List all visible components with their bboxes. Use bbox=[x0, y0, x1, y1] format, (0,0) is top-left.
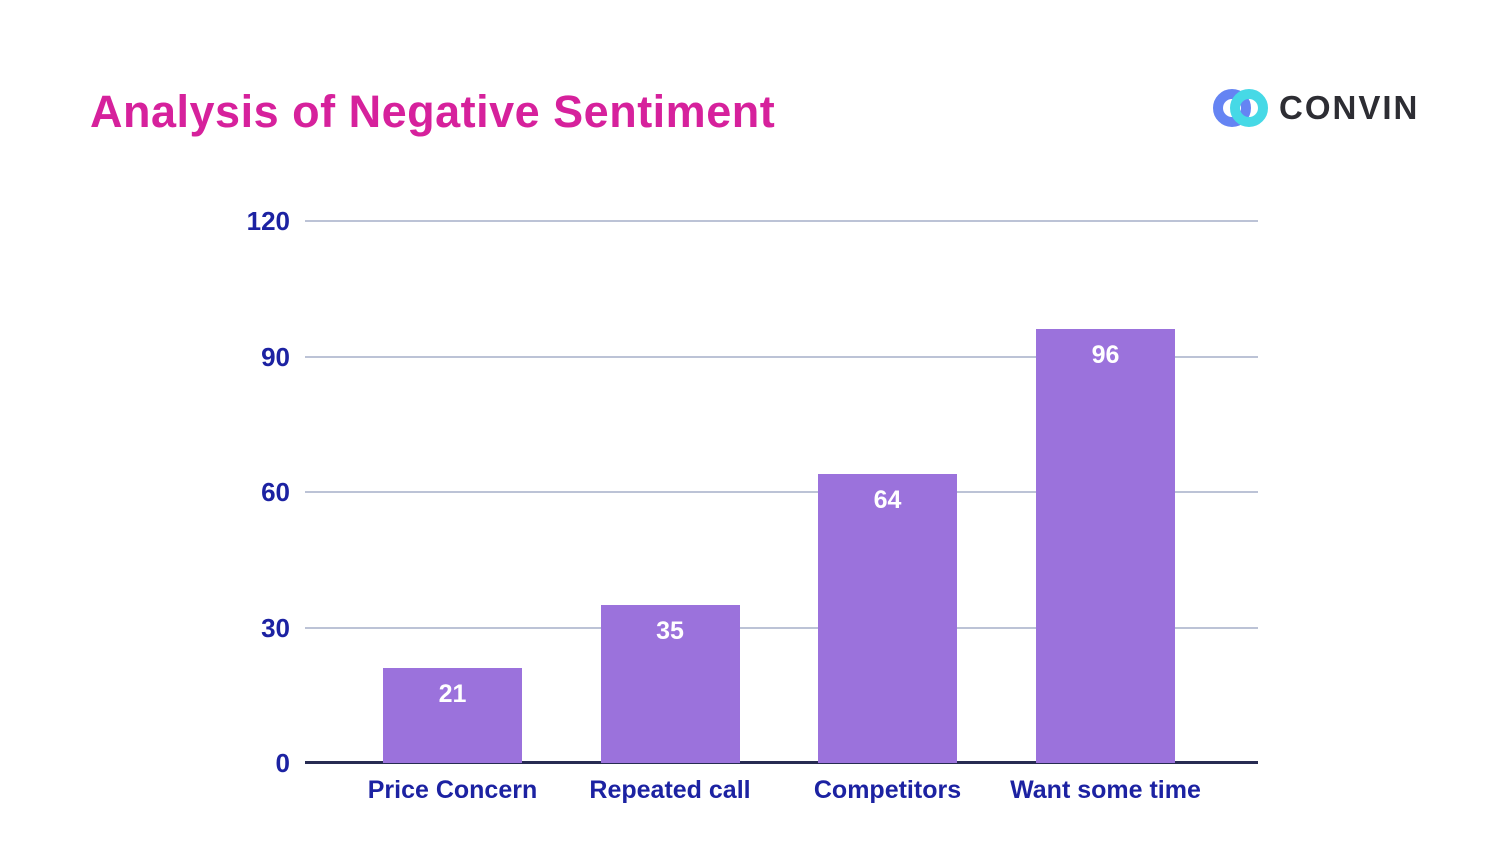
bar-value-label: 21 bbox=[438, 680, 467, 709]
bar-value-label: 96 bbox=[1091, 341, 1120, 370]
gridline-30 bbox=[305, 626, 1258, 629]
page-title: Analysis of Negative Sentiment bbox=[90, 86, 776, 137]
y-axis-tick-60: 60 bbox=[261, 477, 290, 507]
bar-value-label: 35 bbox=[656, 616, 684, 645]
x-axis-label-want-some-time: Want some time bbox=[1010, 776, 1201, 804]
y-axis-tick-120: 120 bbox=[246, 206, 290, 236]
convin-logo-text: CONVIN bbox=[1279, 89, 1420, 126]
y-axis-tick-90: 90 bbox=[261, 341, 290, 372]
bar-want-some-time[interactable]: 96 bbox=[1036, 329, 1175, 763]
bar-value-label: 64 bbox=[873, 485, 902, 514]
convin-logo: CONVIN bbox=[1213, 86, 1419, 130]
gridline-60 bbox=[305, 491, 1258, 493]
x-axis-label-repeated-call: Repeated call bbox=[589, 776, 751, 804]
bar-competitors[interactable]: 64 bbox=[818, 473, 957, 763]
bar-price-concern[interactable]: 21 bbox=[383, 668, 522, 763]
gridline-90 bbox=[305, 355, 1258, 358]
y-axis-tick-0: 0 bbox=[275, 748, 290, 778]
x-axis-label-competitors: Competitors bbox=[813, 776, 962, 804]
x-axis-label-price-concern: Price Concern bbox=[367, 776, 538, 804]
bar-chart-plot-area: 0 30 60 90 120 21 Price Concern 35 Repeated call… bbox=[247, 208, 1258, 804]
convin-rings-icon bbox=[1213, 88, 1269, 128]
x-axis-line bbox=[305, 761, 1258, 764]
bar-repeated-call[interactable]: 35 bbox=[600, 604, 740, 763]
ring-right-icon bbox=[1230, 89, 1268, 127]
gridline-120 bbox=[305, 220, 1258, 222]
y-axis-tick-30: 30 bbox=[261, 612, 290, 643]
